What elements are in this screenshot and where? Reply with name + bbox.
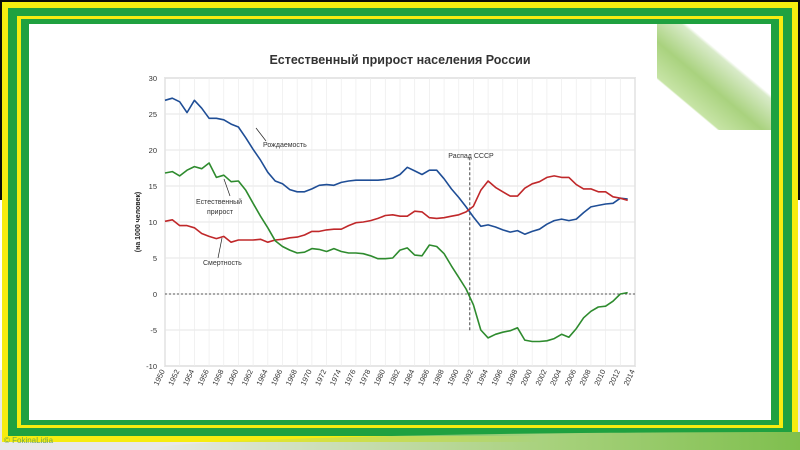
y-tick-label: 5: [153, 254, 157, 263]
x-tick-label: 2002: [533, 368, 548, 387]
x-tick-label: 2000: [519, 368, 534, 387]
x-tick-label: 1988: [431, 368, 446, 387]
x-tick-label: 1982: [387, 368, 402, 387]
x-tick-label: 1996: [489, 368, 504, 387]
x-tick-label: 2008: [578, 368, 593, 387]
x-tick-label: 1952: [166, 368, 181, 387]
y-tick-label: 10: [149, 218, 157, 227]
x-tick-label: 2014: [622, 368, 637, 387]
y-tick-label: 25: [149, 110, 157, 119]
author-credit: © FokinaLidia: [4, 436, 54, 445]
annotation-deaths: Смертность: [203, 260, 242, 267]
x-tick-label: 1974: [328, 368, 343, 387]
y-tick-label: -5: [150, 326, 157, 335]
annotation-natural-line1: Естественный: [196, 198, 242, 206]
x-tick-label: 1956: [196, 368, 211, 387]
x-tick-label: 1980: [372, 368, 387, 387]
x-axis-ticks: 1950 1952 1954 1956 1958 1960 1962 1964 1966 1968…: [152, 368, 637, 387]
x-tick-label: 1998: [504, 368, 519, 387]
x-tick-label: 1994: [475, 368, 490, 387]
x-tick-label: 1954: [181, 368, 196, 387]
x-tick-label: 1992: [460, 368, 475, 387]
y-tick-label: 30: [149, 74, 157, 83]
x-tick-label: 1968: [284, 368, 299, 387]
grid-lines: [164, 77, 636, 367]
series-line: [164, 175, 628, 243]
annotation-leader-births: [255, 127, 267, 142]
x-tick-label: 1966: [269, 368, 284, 387]
annotation-leader-deaths: [217, 237, 223, 259]
x-tick-label: 2012: [607, 368, 622, 387]
series-layer: [164, 97, 628, 343]
x-tick-label: 1972: [313, 368, 328, 387]
y-tick-label: -10: [146, 362, 157, 371]
x-tick-label: 1958: [210, 368, 225, 387]
x-tick-label: 2006: [563, 368, 578, 387]
x-tick-label: 1984: [401, 368, 416, 387]
annotation-leader-natural: [223, 178, 231, 197]
x-tick-label: 1990: [445, 368, 460, 387]
x-tick-label: 1978: [357, 368, 372, 387]
y-tick-label: 15: [149, 182, 157, 191]
x-tick-label: 2004: [548, 368, 563, 387]
annotation-natural-line2: прирост: [207, 209, 234, 216]
x-tick-label: 1970: [298, 368, 313, 387]
page-curl-decoration: [657, 24, 771, 130]
x-tick-label: 2010: [592, 368, 607, 387]
annotation-ussr: Распад СССР: [448, 153, 494, 160]
series-line: [164, 162, 628, 343]
x-tick-label: 1960: [225, 368, 240, 387]
annotation-births: Рождаемость: [263, 142, 307, 149]
chart-title: Естественный прирост населения России: [269, 53, 531, 67]
x-tick-label: 1962: [240, 368, 255, 387]
x-tick-label: 1976: [343, 368, 358, 387]
y-tick-label: 20: [149, 146, 157, 155]
y-tick-label: 0: [153, 290, 157, 299]
series-line: [164, 97, 628, 235]
y-axis-label: (на 1000 человек): [135, 192, 142, 252]
y-axis-ticks: -10 -5 0 5 10 15 20 25 30: [146, 74, 157, 371]
x-tick-label: 1964: [254, 368, 269, 387]
x-tick-label: 1986: [416, 368, 431, 387]
